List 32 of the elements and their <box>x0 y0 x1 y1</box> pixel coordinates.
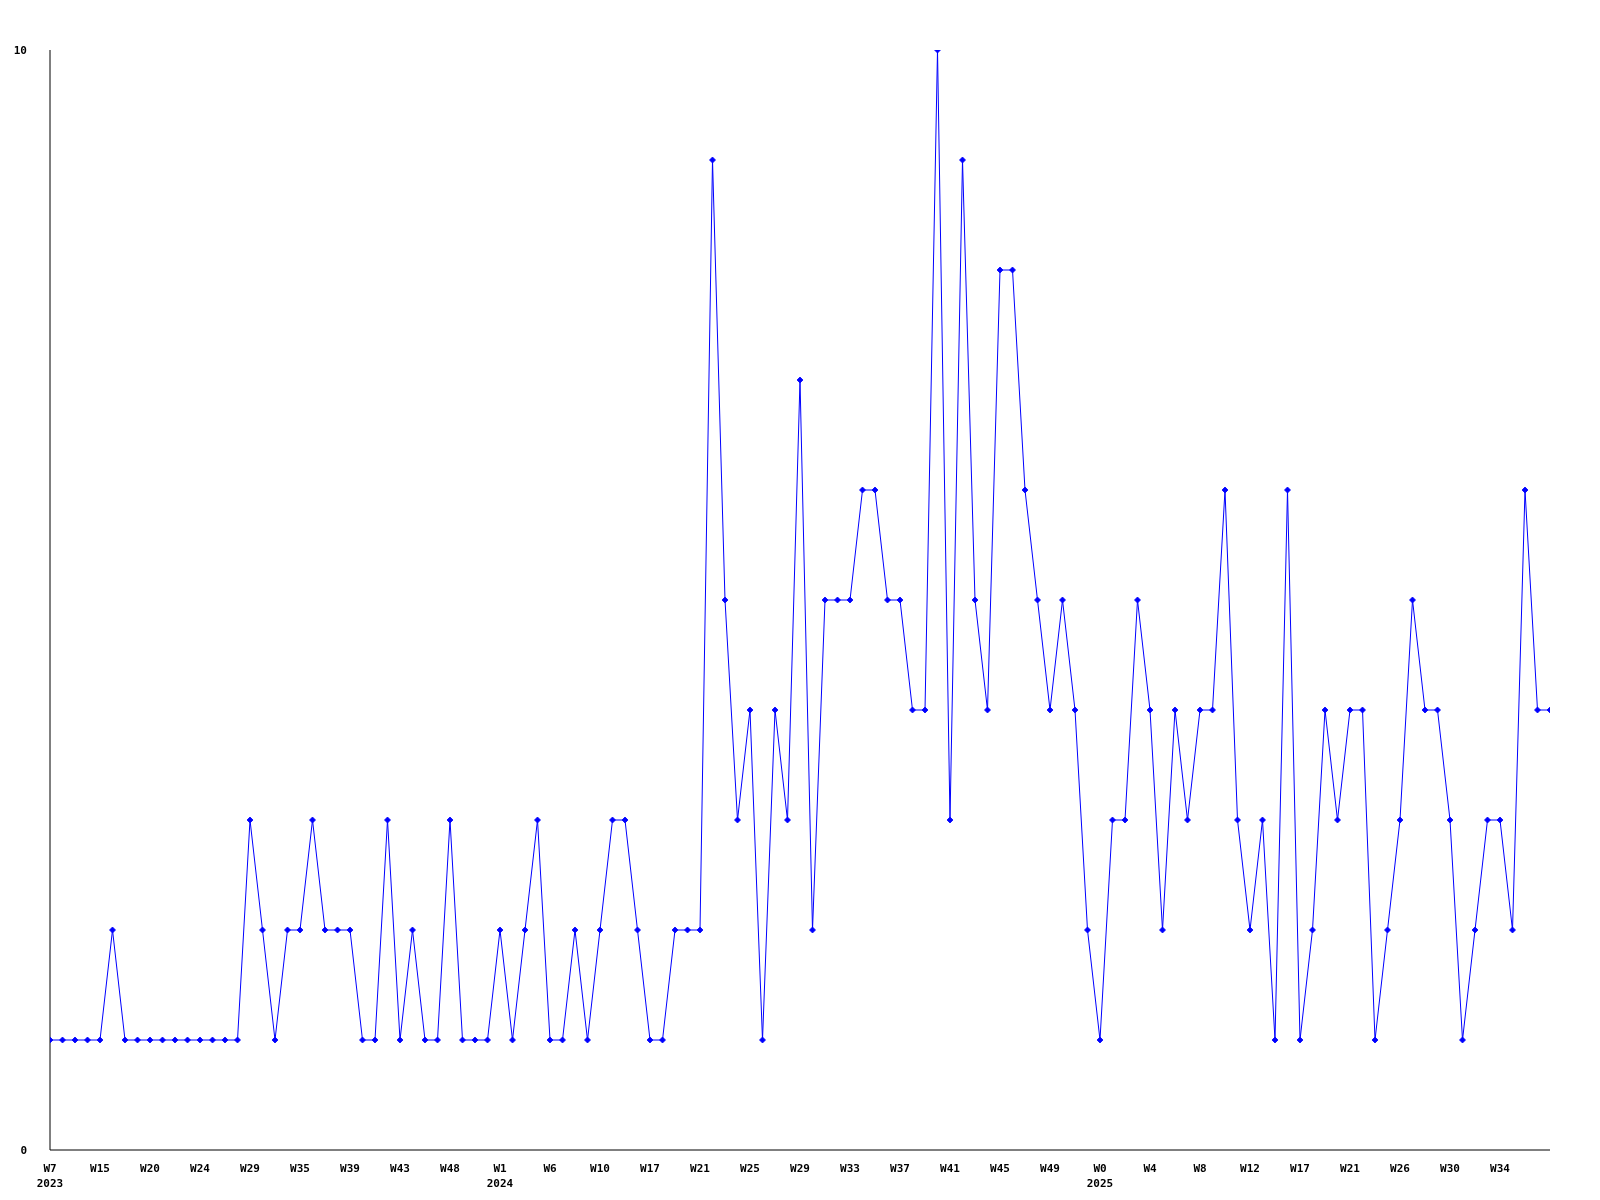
y-tick-label: 10 <box>13 43 27 57</box>
x-tick-label: W8 <box>1193 1161 1207 1175</box>
x-tick-label: W43 <box>390 1161 410 1175</box>
y-tick-label: 0 <box>20 1143 27 1157</box>
x-tick-label: W39 <box>340 1161 360 1175</box>
x-tick-label: W37 <box>890 1161 910 1175</box>
x-tick-label: W29 <box>240 1161 260 1175</box>
x-tick-label: W17 <box>640 1161 660 1175</box>
x-tick-label: W21 <box>1340 1161 1361 1175</box>
x-tick-label: W29 <box>790 1161 810 1175</box>
x-tick-label: W20 <box>140 1161 160 1175</box>
x-tick-label: W35 <box>290 1161 310 1175</box>
x-tick-label: W21 <box>690 1161 711 1175</box>
x-tick-label: W1 2024 <box>486 1161 514 1190</box>
x-tick-label: W10 <box>590 1161 610 1175</box>
x-tick-label: W12 <box>1240 1161 1260 1175</box>
x-tick-label: W45 <box>990 1161 1010 1175</box>
x-tick-label: W25 <box>740 1161 760 1175</box>
x-tick-label: W6 <box>543 1161 557 1175</box>
x-tick-label: W30 <box>1440 1161 1460 1175</box>
x-tick-label: W4 <box>1143 1161 1157 1175</box>
x-tick-label: W15 <box>90 1161 110 1175</box>
x-tick-label: W7 2023 <box>36 1161 64 1190</box>
x-tick-label: W34 <box>1490 1161 1511 1175</box>
x-tick-label: W41 <box>940 1161 961 1175</box>
x-tick-label: W17 <box>1290 1161 1310 1175</box>
x-tick-label: W0 2025 <box>1086 1161 1114 1190</box>
x-tick-label: W24 <box>190 1161 211 1175</box>
x-tick-label: W33 <box>840 1161 860 1175</box>
x-tick-label: W26 <box>1390 1161 1411 1175</box>
x-tick-label: W49 <box>1040 1161 1060 1175</box>
x-tick-label: W48 <box>440 1161 460 1175</box>
